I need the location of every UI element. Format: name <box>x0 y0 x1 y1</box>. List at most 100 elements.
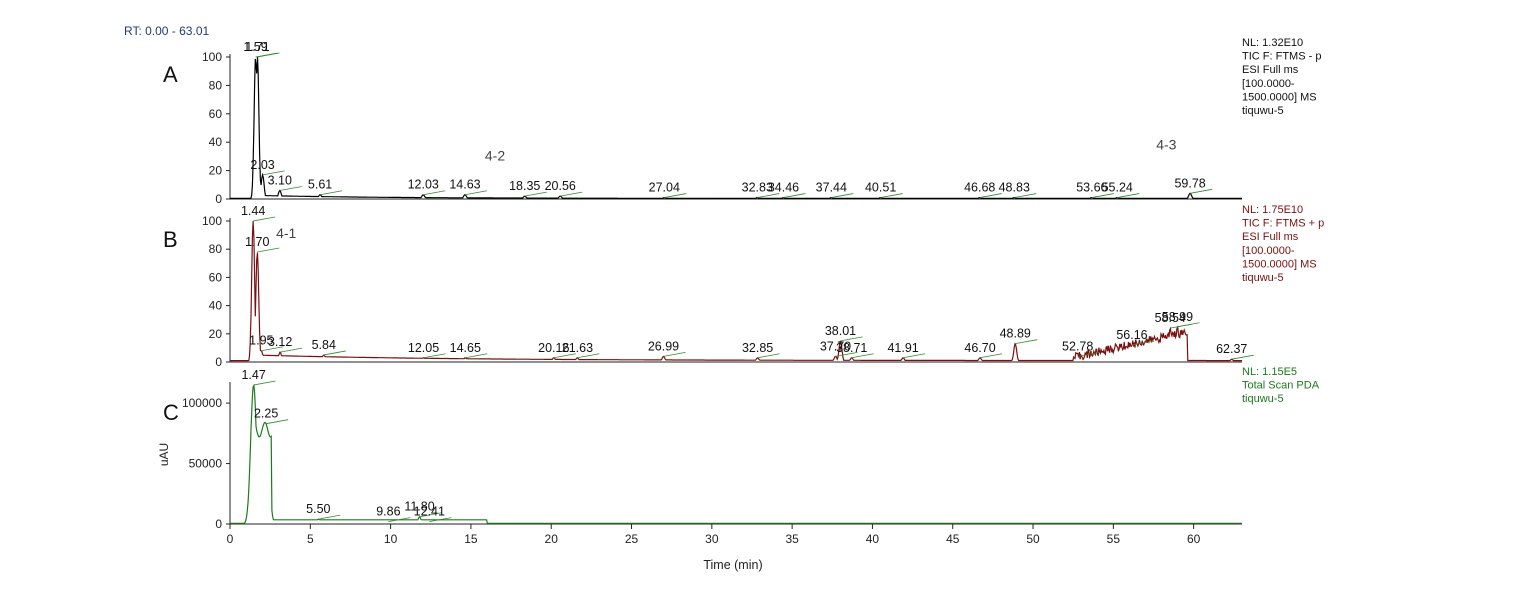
peak-leader <box>664 193 687 198</box>
peak-label: 20.16 <box>538 341 569 355</box>
peak-leader <box>979 193 1002 198</box>
peak-label: 37.70 <box>820 339 851 353</box>
peak-leader <box>835 351 858 357</box>
peak-label: 58.99 <box>1162 310 1193 324</box>
peak-label: 34.46 <box>768 181 799 195</box>
peak-label: 48.89 <box>1000 327 1031 341</box>
peak-leader <box>279 186 302 191</box>
peak-label: 55.24 <box>1102 181 1133 195</box>
peak-label: 58.54 <box>1155 311 1186 325</box>
x-axis-label: Time (min) <box>703 558 762 572</box>
peak-label: 1.47 <box>241 368 265 382</box>
y-tick-label: 50000 <box>189 457 223 471</box>
peak-leader <box>1091 193 1114 198</box>
peak-label: 9.86 <box>376 505 400 519</box>
x-tick-label: 10 <box>384 532 398 546</box>
peak-label: 12.03 <box>408 178 439 192</box>
peak-leader <box>1117 193 1140 198</box>
peak-label: 1.95 <box>249 334 273 348</box>
peak-leader <box>323 350 346 356</box>
peak-label: 26.99 <box>648 339 679 353</box>
y-tick-label: 60 <box>209 107 223 121</box>
peak-label: 12.41 <box>414 505 445 519</box>
peak-label: 12.05 <box>408 341 439 355</box>
peak-leader <box>423 190 446 196</box>
peak-label: 3.10 <box>268 173 292 187</box>
peak-label: 48.83 <box>999 181 1030 195</box>
y-axis-label: uAU <box>157 443 171 466</box>
info-line: TIC F: FTMS + p <box>1242 218 1324 230</box>
peak-leader <box>266 419 289 425</box>
x-tick-label: 55 <box>1107 532 1121 546</box>
peak-leader <box>757 193 780 198</box>
peak-label: 1.59 <box>243 40 267 54</box>
peak-leader <box>840 336 863 342</box>
peak-label: 53.66 <box>1076 181 1107 195</box>
peak-leader <box>831 193 854 198</box>
peak-leader <box>663 351 686 357</box>
peak-leader <box>1077 351 1100 357</box>
peak-label: 40.51 <box>865 181 896 195</box>
panel-c: C 0 50000 100000 uAU 1.47 2.25 5.50 9.86 11.8012.… <box>157 366 1320 531</box>
info-line: 1500.0000] MS <box>1242 91 1317 103</box>
peak-leader <box>464 190 488 196</box>
peak-leader <box>253 216 276 222</box>
y-tick-label: 20 <box>209 164 223 178</box>
peak-leader <box>1014 193 1037 198</box>
info-line: NL: 1.75E10 <box>1242 204 1303 216</box>
peak-label: 2.25 <box>254 407 278 421</box>
peak-leader <box>257 52 280 58</box>
x-tick-label: 45 <box>946 532 960 546</box>
y-tick-label: 0 <box>215 192 222 206</box>
peak-label: 27.04 <box>649 181 680 195</box>
peak-label: 59.78 <box>1174 176 1205 190</box>
x-tick-label: 60 <box>1187 532 1201 546</box>
peak-leader <box>577 353 600 359</box>
y-tick-label: 100 <box>202 214 222 228</box>
peak-leader <box>1177 322 1200 328</box>
peak-label: 32.83 <box>742 181 773 195</box>
panel-a: A 0 20 40 60 80 100 1.591.71 2.033.10 5.61 12.03 14… <box>163 37 1321 206</box>
peak-leader <box>465 353 488 359</box>
y-tick-label: 100 <box>202 50 222 64</box>
y-tick-label: 0 <box>215 517 222 531</box>
peak-label: 38.71 <box>836 341 867 355</box>
y-tick-label: 60 <box>209 270 223 284</box>
y-tick-label: 80 <box>209 78 223 92</box>
peak-leader <box>1131 340 1155 346</box>
peak-leader <box>1231 354 1254 360</box>
peak-label: 20.56 <box>545 179 576 193</box>
peak-label: 38.01 <box>825 324 856 338</box>
peak-leader <box>429 517 452 522</box>
peak-leader <box>261 346 284 352</box>
peak-leader <box>880 193 903 198</box>
peak-label: 46.70 <box>964 341 995 355</box>
peak-label: 3.12 <box>268 335 292 349</box>
peak-leader <box>419 512 442 518</box>
panel-letter: A <box>163 62 178 87</box>
trace-line <box>230 56 1242 199</box>
peak-label: 21.63 <box>562 341 593 355</box>
info-line: NL: 1.15E5 <box>1242 366 1297 378</box>
rt-range-label: RT: 0.00 - 63.01 <box>124 24 209 38</box>
peak-leader <box>903 353 926 359</box>
peak-label: 2.03 <box>250 158 274 172</box>
peak-label: 5.61 <box>308 178 332 192</box>
peak-leader <box>318 514 341 520</box>
y-tick-label: 40 <box>209 299 223 313</box>
peak-label: 14.63 <box>449 178 480 192</box>
peak-label: 18.35 <box>509 179 540 193</box>
peak-label: 32.85 <box>742 341 773 355</box>
y-tick-label: 40 <box>209 135 223 149</box>
x-tick-label: 50 <box>1026 532 1040 546</box>
peak-leader <box>388 517 411 522</box>
peak-leader <box>257 247 280 253</box>
x-tick-label: 35 <box>785 532 799 546</box>
info-line: NL: 1.32E10 <box>1242 37 1303 49</box>
x-tick-label: 20 <box>545 532 559 546</box>
x-tick-label: 25 <box>625 532 639 546</box>
peak-leader <box>253 380 276 386</box>
